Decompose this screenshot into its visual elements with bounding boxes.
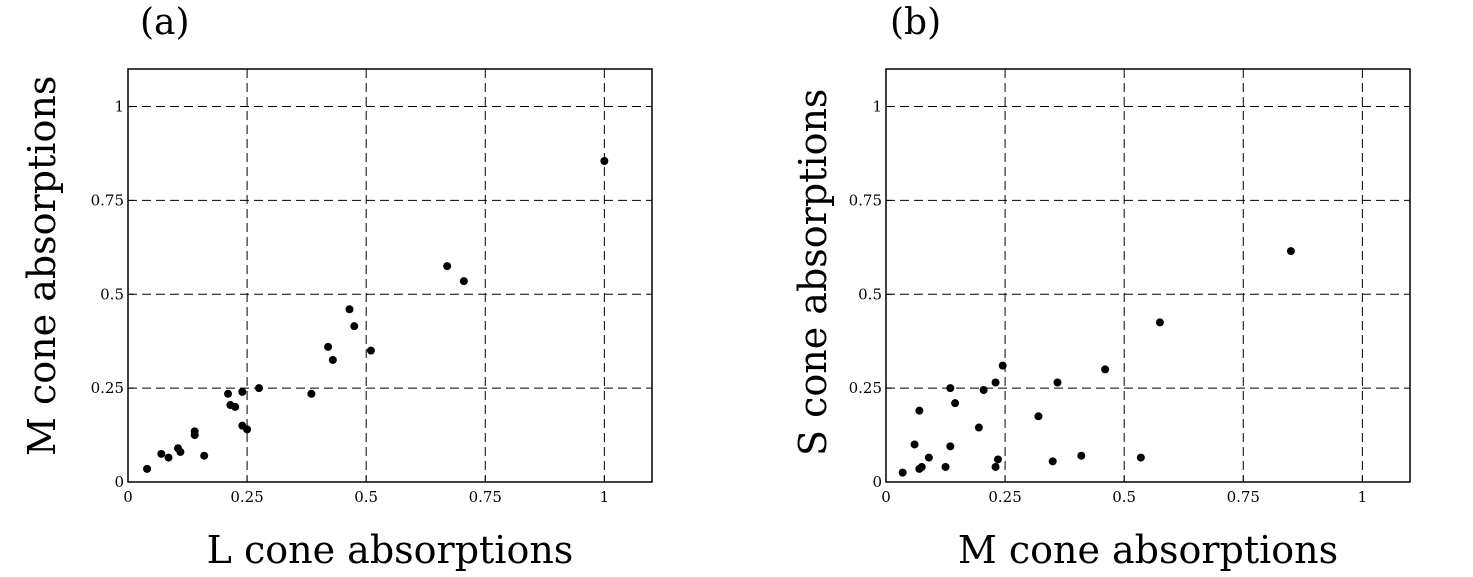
data-point-a: [459, 277, 468, 286]
data-point-b: [1101, 365, 1110, 374]
x-tick-label-a: 0.75: [469, 488, 502, 506]
data-point-b: [991, 378, 1000, 387]
data-point-b: [1048, 457, 1057, 466]
data-point-a: [231, 402, 240, 411]
data-point-a: [176, 447, 185, 456]
panel-label-a: (a): [140, 2, 190, 43]
data-point-a: [238, 387, 247, 396]
data-point-b: [946, 442, 955, 451]
x-tick-label-a: 0: [123, 488, 133, 506]
panel-label-b: (b): [890, 2, 942, 43]
data-point-a: [243, 425, 252, 434]
y-tick-label-a: 0.75: [91, 191, 124, 209]
x-tick-label-b: 0.25: [988, 488, 1021, 506]
x-tick-label-b: 0: [881, 488, 891, 506]
data-point-b: [998, 361, 1007, 370]
x-tick-label-a: 1: [600, 488, 610, 506]
y-tick-label-a: 0: [114, 473, 124, 491]
x-tick-label-a: 0.5: [354, 488, 378, 506]
y-tick-label-b: 0.25: [849, 379, 882, 397]
y-tick-label-a: 0.25: [91, 379, 124, 397]
data-point-a: [307, 389, 316, 398]
y-tick-label-b: 0: [872, 473, 882, 491]
data-point-b: [915, 406, 924, 415]
data-point-a: [200, 451, 209, 460]
data-point-b: [979, 386, 988, 395]
x-tick-label-b: 1: [1358, 488, 1368, 506]
plot-frame-b: [885, 68, 1411, 483]
data-point-b: [1286, 247, 1295, 256]
plot-frame-a: [127, 68, 653, 483]
data-point-a: [255, 384, 263, 393]
y-tick-label-a: 0.5: [100, 285, 124, 303]
data-point-a: [328, 355, 337, 364]
x-tick-label-b: 0.75: [1227, 488, 1260, 506]
data-point-b: [1077, 451, 1086, 460]
data-point-a: [190, 427, 199, 436]
data-point-a: [164, 453, 173, 462]
data-point-a: [143, 464, 152, 473]
data-point-a: [157, 449, 166, 458]
data-point-b: [910, 440, 919, 449]
data-point-b: [1155, 318, 1164, 327]
x-axis-label-a: L cone absorptions: [206, 528, 574, 572]
y-tick-label-b: 0.75: [849, 191, 882, 209]
x-axis-label-b: M cone absorptions: [957, 528, 1339, 572]
data-point-b: [1136, 453, 1145, 462]
data-point-a: [443, 262, 452, 271]
data-point-a: [350, 322, 359, 331]
data-point-b: [991, 462, 1000, 471]
data-point-b: [974, 423, 983, 432]
data-point-a: [224, 389, 233, 398]
data-point-b: [917, 462, 926, 471]
y-tick-label-b: 1: [872, 98, 882, 116]
data-point-b: [946, 384, 955, 393]
data-point-b: [941, 462, 950, 471]
x-tick-label-b: 0.5: [1112, 488, 1136, 506]
y-tick-label-b: 0.5: [858, 285, 882, 303]
data-point-a: [600, 156, 609, 165]
data-point-b: [951, 399, 960, 408]
data-point-a: [324, 342, 333, 351]
data-point-b: [993, 455, 1002, 464]
data-point-b: [898, 468, 907, 477]
data-point-a: [366, 346, 375, 355]
data-point-b: [1053, 378, 1062, 387]
data-point-a: [345, 305, 354, 314]
data-point-b: [924, 453, 933, 462]
y-tick-label-a: 1: [114, 98, 124, 116]
x-tick-label-a: 0.25: [230, 488, 263, 506]
data-point-b: [1034, 412, 1043, 421]
